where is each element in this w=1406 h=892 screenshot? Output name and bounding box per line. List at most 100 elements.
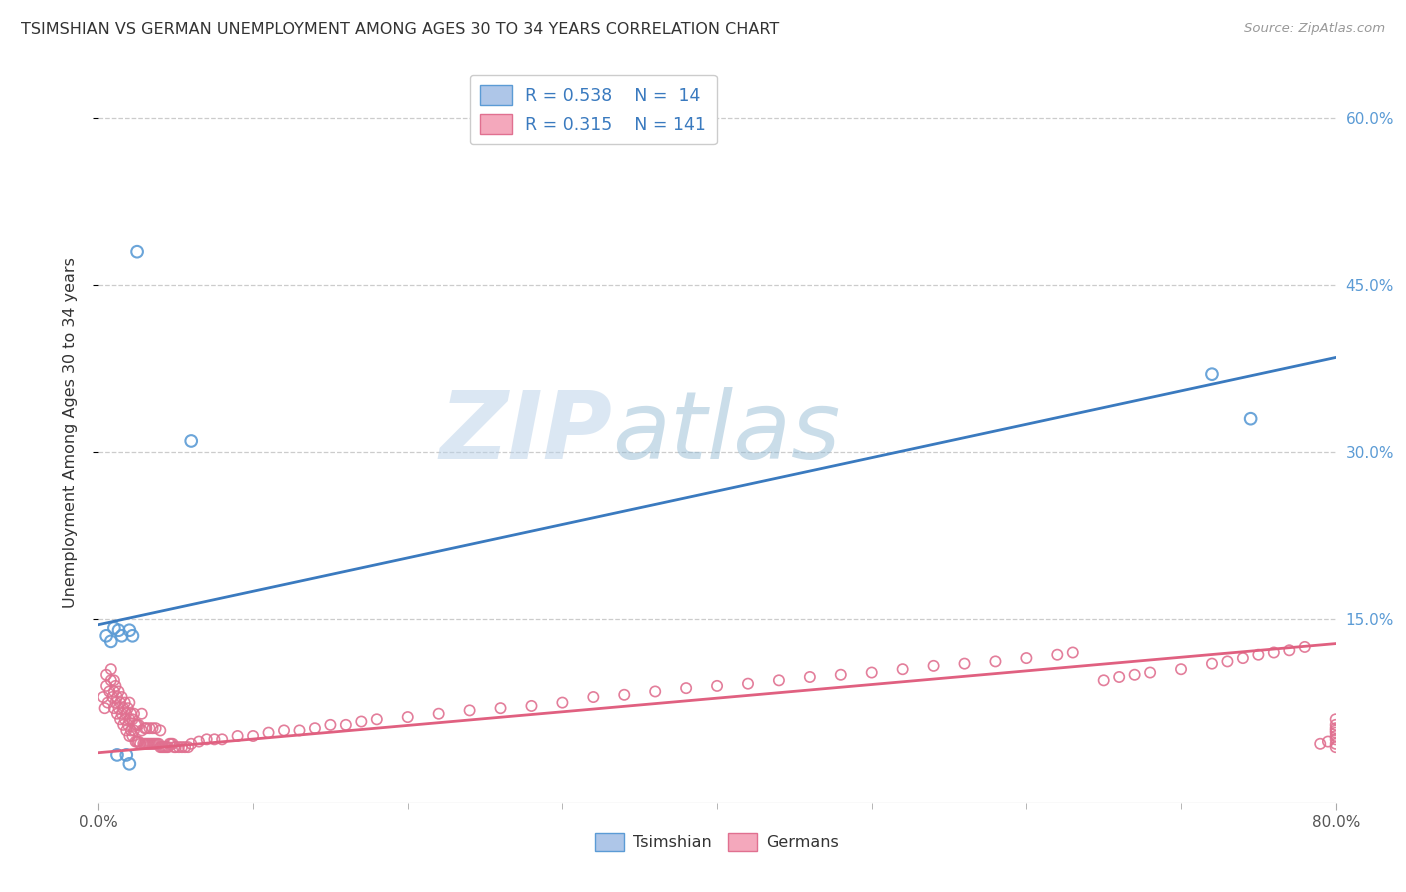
Point: [1108, 670, 1130, 684]
Point: [117, 701, 139, 715]
Point: [1216, 654, 1239, 668]
Point: [118, 696, 141, 710]
Point: [124, 718, 146, 732]
Point: [108, 696, 131, 710]
Point: [1309, 737, 1331, 751]
Point: [165, 740, 187, 755]
Point: [146, 737, 169, 751]
Point: [152, 740, 174, 755]
Point: [145, 721, 167, 735]
Point: [111, 629, 132, 643]
Point: [167, 740, 190, 755]
Point: [107, 701, 129, 715]
Point: [159, 737, 181, 751]
Point: [427, 706, 450, 721]
Point: [114, 712, 136, 726]
Point: [288, 723, 311, 738]
Point: [107, 684, 129, 698]
Point: [1317, 734, 1340, 748]
Point: [273, 723, 295, 738]
Point: [891, 662, 914, 676]
Point: [127, 718, 149, 732]
Point: [132, 737, 155, 751]
Point: [111, 690, 132, 704]
Point: [675, 681, 697, 695]
Point: [153, 740, 176, 755]
Point: [128, 718, 150, 732]
Point: [257, 725, 280, 739]
Point: [104, 696, 127, 710]
Point: [162, 737, 184, 751]
Point: [128, 734, 150, 748]
Point: [1139, 665, 1161, 680]
Point: [1324, 723, 1347, 738]
Point: [96, 667, 118, 681]
Point: [155, 740, 177, 755]
Text: atlas: atlas: [612, 387, 841, 478]
Point: [150, 740, 173, 755]
Point: [1201, 367, 1223, 381]
Point: [91, 690, 114, 704]
Point: [93, 701, 115, 715]
Point: [204, 732, 226, 747]
Point: [211, 732, 233, 747]
Point: [139, 737, 162, 751]
Point: [768, 673, 790, 688]
Point: [127, 244, 149, 259]
Text: Source: ZipAtlas.com: Source: ZipAtlas.com: [1244, 22, 1385, 36]
Point: [103, 701, 125, 715]
Point: [1247, 648, 1270, 662]
Point: [124, 734, 146, 748]
Point: [1015, 651, 1038, 665]
Point: [984, 654, 1007, 668]
Point: [118, 624, 141, 638]
Point: [1324, 712, 1347, 726]
Point: [1324, 729, 1347, 743]
Point: [396, 710, 419, 724]
Legend: Tsimshian, Germans: Tsimshian, Germans: [589, 827, 845, 858]
Point: [127, 734, 149, 748]
Point: [799, 670, 821, 684]
Point: [135, 721, 157, 735]
Point: [177, 740, 200, 755]
Point: [180, 737, 202, 751]
Point: [174, 740, 197, 755]
Point: [112, 701, 135, 715]
Point: [129, 737, 152, 751]
Point: [644, 684, 666, 698]
Point: [103, 673, 125, 688]
Point: [1324, 721, 1347, 735]
Point: [100, 673, 122, 688]
Point: [188, 734, 211, 748]
Point: [319, 718, 342, 732]
Point: [1324, 718, 1347, 732]
Point: [114, 696, 136, 710]
Point: [149, 723, 172, 738]
Point: [1263, 646, 1285, 660]
Text: ZIP: ZIP: [439, 386, 612, 479]
Point: [131, 706, 153, 721]
Point: [1324, 740, 1347, 755]
Point: [100, 634, 122, 648]
Point: [122, 723, 145, 738]
Point: [1240, 411, 1263, 425]
Point: [98, 684, 121, 698]
Point: [143, 737, 166, 751]
Point: [138, 721, 160, 735]
Point: [105, 706, 128, 721]
Point: [830, 667, 852, 681]
Point: [180, 434, 202, 448]
Point: [121, 729, 143, 743]
Point: [105, 747, 128, 762]
Point: [922, 658, 945, 673]
Point: [737, 676, 759, 690]
Point: [136, 737, 159, 751]
Point: [860, 665, 883, 680]
Text: TSIMSHIAN VS GERMAN UNEMPLOYMENT AMONG AGES 30 TO 34 YEARS CORRELATION CHART: TSIMSHIAN VS GERMAN UNEMPLOYMENT AMONG A…: [21, 22, 779, 37]
Point: [115, 747, 138, 762]
Point: [953, 657, 976, 671]
Point: [226, 729, 249, 743]
Point: [122, 706, 145, 721]
Point: [138, 737, 160, 751]
Point: [149, 740, 172, 755]
